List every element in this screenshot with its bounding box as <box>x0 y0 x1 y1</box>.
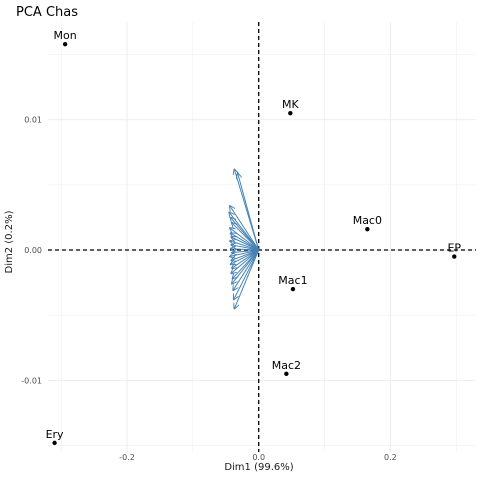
point-label: Mac2 <box>272 359 301 372</box>
data-point <box>452 254 457 259</box>
variable-arrow <box>230 249 259 257</box>
y-tick-label: 0.01 <box>24 116 42 125</box>
point-label: Mac1 <box>278 274 307 287</box>
variable-arrow <box>233 249 260 290</box>
x-tick-label: 0.0 <box>252 453 265 462</box>
variable-arrow <box>234 249 260 300</box>
grid-lines <box>48 22 476 452</box>
chart-title: PCA Chas <box>16 5 78 20</box>
y-tick-label: 0.00 <box>24 246 42 255</box>
point-label: MK <box>282 98 299 111</box>
x-tick-label: 0.2 <box>384 453 397 462</box>
variable-arrow <box>232 223 260 251</box>
variable-arrow <box>230 249 259 264</box>
variable-arrow <box>231 237 259 251</box>
variable-arrow <box>234 249 260 309</box>
data-point <box>284 371 289 377</box>
axis-ticks: -0.2 0.0 0.2 -0.01 0.00 0.01 <box>21 116 396 462</box>
data-point <box>290 286 296 292</box>
variable-arrow <box>232 250 259 253</box>
x-tick-label: -0.2 <box>119 453 135 462</box>
variable-arrow <box>231 245 259 251</box>
x-axis-title: Dim1 (99.6%) <box>224 462 293 473</box>
data-point <box>52 440 57 446</box>
data-point <box>365 226 370 232</box>
y-tick-label: -0.01 <box>21 376 42 385</box>
point-label: Mon <box>54 29 77 42</box>
point-label: Ery <box>46 428 64 441</box>
variable-arrow <box>232 249 260 284</box>
variable-arrow <box>232 249 259 268</box>
variable-arrow <box>231 249 259 260</box>
variable-arrow <box>231 249 260 273</box>
variable-arrow <box>230 228 260 251</box>
reference-lines <box>48 22 476 452</box>
variable-arrow <box>238 173 260 251</box>
variable-arrow <box>230 233 259 251</box>
variable-arrows <box>229 169 260 309</box>
point-label: Mac0 <box>353 214 382 227</box>
data-point <box>62 41 68 47</box>
data-points: Mon MK Mac0 EP Mac1 Mac2 Ery <box>46 29 461 446</box>
variable-arrow <box>230 249 259 250</box>
point-label: EP <box>447 242 461 255</box>
y-axis-title: Dim2 (0.2%) <box>4 210 15 273</box>
data-point <box>288 111 293 116</box>
